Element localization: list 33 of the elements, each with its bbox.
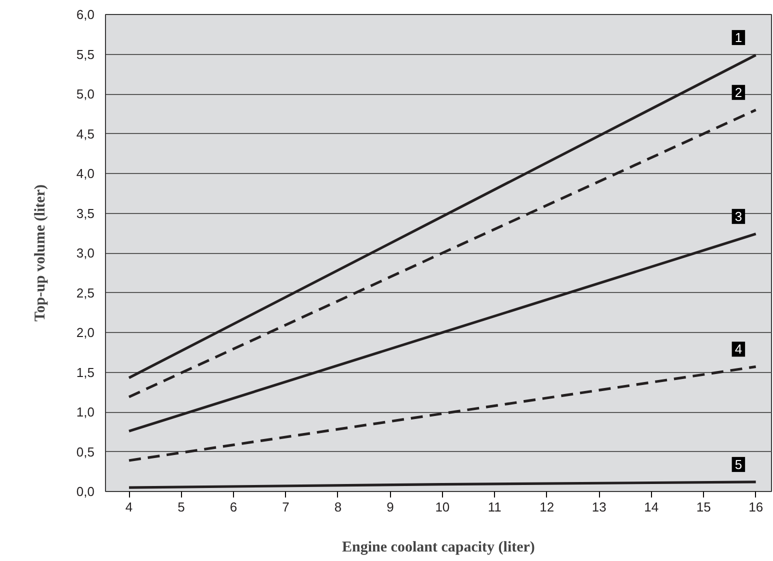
y-tick-label: 6,0 — [76, 7, 95, 22]
x-tick-label: 7 — [282, 500, 290, 514]
x-tick-label: 11 — [488, 500, 502, 514]
y-tick-label: 3,5 — [76, 206, 95, 221]
y-axis-title: Top-up volume (liter) — [32, 184, 48, 322]
x-tick-label: 13 — [592, 500, 606, 514]
x-tick-label: 15 — [696, 500, 711, 514]
y-tick-label: 0,0 — [76, 484, 95, 499]
x-tick-label: 12 — [540, 500, 554, 514]
y-tick-label: 5,0 — [76, 86, 95, 102]
series-label: 1 — [734, 30, 742, 46]
y-tick-label: 0,5 — [76, 444, 95, 460]
y-tick-label: 1,5 — [76, 364, 95, 380]
x-tick-label: 9 — [386, 500, 394, 514]
x-tick-label: 8 — [334, 500, 342, 514]
y-tick-label: 4,5 — [76, 126, 95, 142]
y-tick-label: 2,5 — [76, 285, 95, 300]
x-axis-title: Engine coolant capacity (liter) — [342, 540, 535, 556]
x-tick-label: 16 — [748, 500, 764, 514]
y-tick-label: 4,0 — [76, 166, 95, 181]
y-tick-label: 5,5 — [76, 46, 95, 62]
x-tick-label: 5 — [178, 500, 185, 514]
series-label: 3 — [734, 208, 742, 224]
series-label: 5 — [734, 456, 742, 472]
x-tick-label: 4 — [125, 500, 133, 514]
y-tick-label: 3,0 — [76, 246, 95, 260]
y-tick-label: 1,0 — [76, 404, 95, 420]
x-tick-label: 14 — [644, 500, 659, 514]
series-label: 4 — [734, 342, 742, 357]
y-tick-label: 2,0 — [76, 325, 95, 340]
x-tick-label: 10 — [435, 500, 450, 514]
series-label: 2 — [734, 84, 742, 100]
x-tick-label: 6 — [230, 500, 238, 514]
